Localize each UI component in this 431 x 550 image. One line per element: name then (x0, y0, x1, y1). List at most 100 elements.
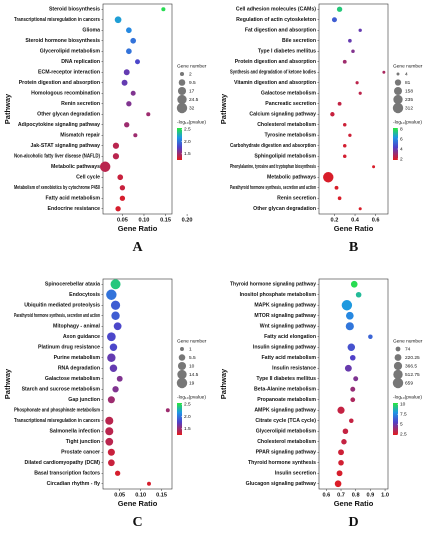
bubble (342, 154, 347, 159)
x-tick-label: 0.4 (351, 217, 360, 223)
bubble (350, 280, 358, 288)
size-legend-mark (177, 369, 187, 380)
bubble (344, 364, 352, 372)
bubble (107, 396, 115, 404)
y-tick-label: Propanoate metabolism (257, 397, 316, 403)
x-tick-label: 1.0 (381, 492, 389, 498)
bubble (161, 7, 166, 12)
size-legend-mark (394, 87, 402, 95)
y-tick-label: Vitamin digestion and absorption (234, 80, 316, 86)
y-tick-label: Transcriptional misregulation in cancers (14, 418, 100, 424)
y-tick-label: Dilated cardiomyopathy (DCM) (24, 460, 100, 466)
y-tick-label: Calcium signaling pathway (249, 112, 316, 118)
y-tick-label: Glycerolipid metabolism (40, 49, 101, 55)
x-tick-label: 0.7 (337, 492, 345, 498)
size-legend-label: 235 (405, 97, 413, 103)
y-tick-label: AMPK signaling pathway (254, 408, 316, 414)
size-legend-label: 14.5 (189, 372, 199, 378)
size-legend-title: Gene number (393, 63, 423, 69)
bubble (358, 28, 362, 32)
bubble (348, 133, 352, 137)
bubble (133, 133, 138, 138)
x-tick-label: 0.15 (156, 492, 167, 498)
bubble (331, 17, 337, 23)
color-legend-title: -log₁₀(pvalue) (177, 119, 206, 125)
bubble (353, 376, 359, 382)
size-legend-mark (177, 361, 187, 371)
bubble (105, 427, 114, 436)
bubble (112, 142, 120, 149)
bubble (109, 343, 118, 351)
y-tick-label: Protein digestion and absorption (235, 59, 316, 65)
bubble (108, 459, 115, 467)
y-tick-label: Glucagon signaling pathway (246, 481, 316, 487)
colorbar-label: 2.0 (184, 139, 191, 145)
size-legend-title: Gene number (393, 338, 423, 344)
colorbar-label: 4 (400, 146, 403, 152)
size-legend-label: 1 (189, 346, 192, 352)
y-tick-label: Sphingolipid metabolism (254, 154, 316, 160)
bubble (337, 406, 345, 414)
bubble (334, 480, 342, 488)
colorbar-label: 2.5 (184, 126, 191, 132)
y-tick-label: Endocytosis (69, 292, 100, 298)
bubble (121, 79, 128, 86)
bubble (105, 416, 114, 425)
bubble (382, 70, 386, 74)
size-legend-label: 17 (189, 88, 195, 94)
bubble (119, 185, 126, 191)
y-tick-label: Other glycan degradation (37, 112, 100, 118)
x-axis-label: Gene Ratio (118, 224, 158, 233)
size-legend-label: 312 (405, 105, 413, 111)
y-tick-label: Jak-STAT signaling pathway (30, 143, 100, 149)
y-axis-label: Pathway (219, 93, 228, 124)
bubble (117, 174, 124, 181)
x-tick-label: 0.20 (182, 217, 193, 223)
y-axis-label: Pathway (3, 93, 12, 124)
bubble (114, 16, 122, 24)
y-tick-label: Non-alcoholic fatty liver disease (NAFLD… (14, 154, 100, 160)
size-legend-label: 5.5 (189, 355, 196, 361)
y-tick-label: Spinocerebellar ataxia (45, 282, 100, 288)
y-tick-label: Platinum drug resistance (38, 345, 100, 351)
bubble (347, 343, 356, 351)
bubble (349, 354, 356, 361)
y-tick-label: Galactose metabolism (45, 376, 100, 382)
plot-frame (102, 3, 173, 215)
y-tick-label: Basal transcription factors (34, 471, 100, 477)
size-legend-mark (176, 102, 188, 114)
bubble (349, 418, 354, 424)
y-tick-label: Insulin secretion (275, 471, 316, 477)
bubble (109, 364, 118, 372)
x-axis-label: Gene Ratio (334, 224, 374, 233)
y-tick-label: Protein digestion and absorption (19, 80, 100, 86)
panel-label: C (132, 515, 142, 530)
bubble (146, 112, 151, 117)
size-legend-label: 158 (405, 88, 413, 94)
y-tick-label: Tight junction (66, 439, 100, 445)
colorbar-label: 10 (400, 401, 406, 407)
y-tick-label: Thyroid hormone synthesis (248, 460, 316, 466)
bubble (107, 448, 115, 456)
colorbar-label: 2 (400, 156, 403, 162)
size-legend-mark (177, 86, 187, 96)
plot-frame (318, 278, 389, 490)
plot-frame (102, 278, 173, 490)
colorbar-label: 5 (400, 421, 403, 427)
colorbar-label: 7.5 (400, 411, 407, 417)
size-legend-title: Gene number (177, 63, 207, 69)
bubble (350, 397, 356, 403)
y-tick-label: Starch and sucrose metabolism (22, 387, 101, 393)
size-legend-mark (177, 94, 187, 105)
x-tick-label: 0.10 (139, 217, 150, 223)
y-tick-label: Metabolic pathways (267, 175, 316, 181)
size-legend-mark (396, 72, 400, 76)
size-legend-label: 220.25 (405, 355, 420, 361)
y-tick-label: Fatty acid metabolism (46, 196, 101, 202)
bubble (165, 408, 170, 413)
bubble (341, 300, 353, 311)
colorbar-label: 1.5 (184, 426, 191, 432)
y-tick-label: Tyrosine metabolism (264, 133, 316, 139)
bubble (110, 279, 121, 290)
